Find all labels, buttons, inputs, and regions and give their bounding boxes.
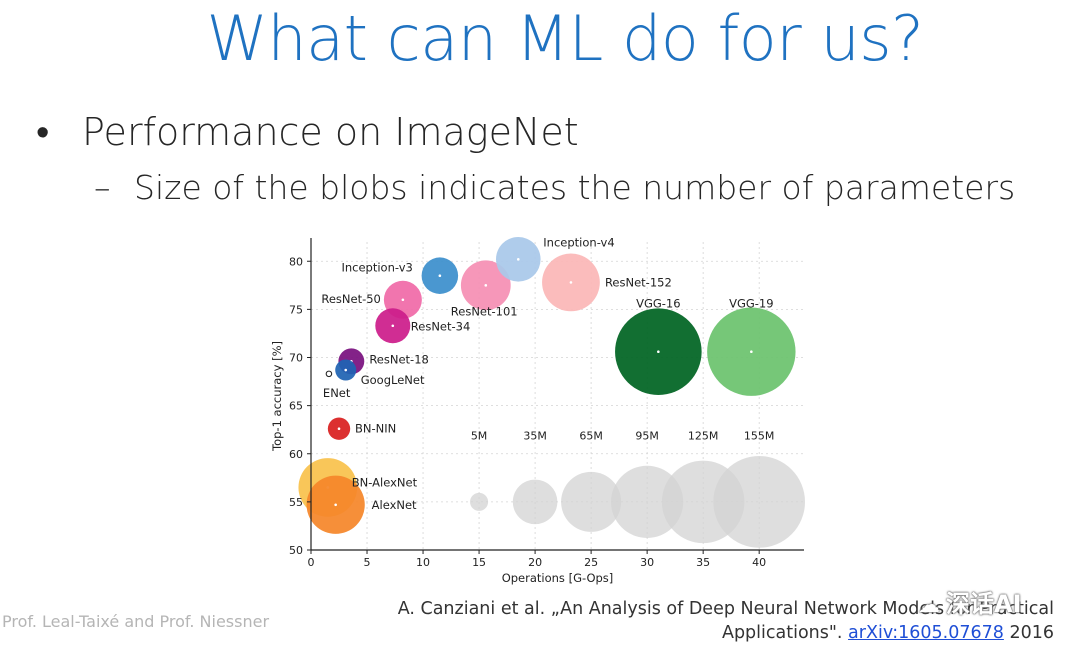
imagenet-bubble-chart: 5M 35M 65M 95M 125M 155M Inception-v4 Inception… <box>270 235 806 585</box>
bubble-center-bn-nin <box>337 427 341 431</box>
dash-icon: – <box>94 168 111 207</box>
point-label-enet: ENet <box>323 386 351 400</box>
x-tick-label: 10 <box>416 556 430 569</box>
point-label-vgg-16: VGG-16 <box>636 297 680 311</box>
x-tick-label: 0 <box>308 556 315 569</box>
citation-prefix: Applications". <box>721 623 849 643</box>
arxiv-link[interactable]: arXiv:1605.07678 <box>848 623 1004 643</box>
x-tick-label: 5 <box>364 556 371 569</box>
point-label-resnet-34: ResNet-34 <box>411 320 471 334</box>
legend-label-95m: 95M <box>635 429 659 442</box>
y-tick-label: 65 <box>289 400 303 413</box>
point-label-inception-v3: Inception-v3 <box>341 261 412 275</box>
legend-label-65m: 65M <box>579 429 603 442</box>
legend-bubble-5m <box>470 492 489 511</box>
legend-label-155m: 155M <box>744 429 775 442</box>
legend-label-5m: 5M <box>471 429 488 442</box>
legend-label-125m: 125M <box>688 429 719 442</box>
bubble-center-alexnet <box>334 503 337 507</box>
bubble-center-resnet-101 <box>484 284 488 287</box>
y-tick-label: 55 <box>289 496 303 509</box>
bubble-center-enet <box>326 371 332 377</box>
point-label-inception-v4: Inception-v4 <box>543 235 614 249</box>
bubble-center-resnet-50 <box>401 298 405 302</box>
footer-authors: Prof. Leal-Taixé and Prof. Niessner <box>2 612 270 631</box>
point-label-resnet-50: ResNet-50 <box>321 292 381 306</box>
y-tick-label: 75 <box>289 303 303 316</box>
x-tick-label: 30 <box>640 556 654 569</box>
bubble-center-resnet-152 <box>569 281 573 284</box>
point-label-alexnet: AlexNet <box>372 498 417 512</box>
legend-label-35m: 35M <box>523 429 547 442</box>
citation-year: 2016 <box>1003 623 1054 643</box>
y-tick-label: 50 <box>289 544 303 557</box>
y-axis-title: Top-1 accuracy [%] <box>270 341 284 452</box>
point-label-bn-alexnet: BN-AlexNet <box>352 475 418 489</box>
point-label-resnet-101: ResNet-101 <box>451 304 518 318</box>
citation-line-2: Applications". arXiv:1605.07678 2016 <box>398 621 1054 645</box>
watermark: ☁ 深话AI <box>918 584 1022 619</box>
y-tick-label: 60 <box>289 448 303 461</box>
x-tick-label: 15 <box>472 556 486 569</box>
x-tick-label: 20 <box>528 556 542 569</box>
bubble-center-inception-v4 <box>516 258 520 261</box>
bullet-icon: • <box>36 110 50 154</box>
bubble-center-googlenet <box>344 368 348 372</box>
y-tick-label: 70 <box>289 352 303 365</box>
point-label-googlenet: GoogLeNet <box>361 373 425 387</box>
x-axis-title: Operations [G-Ops] <box>502 571 614 585</box>
bubble-center-vgg-16 <box>657 350 660 354</box>
y-tick-label: 80 <box>289 255 303 268</box>
citation-line-1: A. Canziani et al. „An Analysis of Deep … <box>397 599 1054 619</box>
x-tick-label: 40 <box>752 556 766 569</box>
bubble-center-resnet-34 <box>391 324 395 328</box>
legend-bubble-95m <box>611 465 684 538</box>
watermark-text: 深话AI <box>946 590 1022 618</box>
point-label-resnet-152: ResNet-152 <box>605 275 672 289</box>
point-label-vgg-19: VGG-19 <box>729 297 773 311</box>
x-tick-label: 35 <box>696 556 710 569</box>
legend-bubble-65m <box>561 471 622 532</box>
bullet-text: Performance on ImageNet <box>82 110 579 154</box>
wechat-icon: ☁ <box>918 593 940 618</box>
slide-title: What can ML do for us? <box>206 2 924 75</box>
citation: A. Canziani et al. „An Analysis of Deep … <box>398 597 1054 645</box>
legend-bubble-155m <box>713 456 806 548</box>
sub-bullet-text: Size of the blobs indicates the number o… <box>134 168 1016 207</box>
bubble-center-vgg-19 <box>750 350 753 354</box>
point-label-bn-nin: BN-NIN <box>355 422 396 436</box>
bubble-center-inception-v3 <box>438 274 442 277</box>
point-label-resnet-18: ResNet-18 <box>369 352 429 366</box>
legend-bubble-35m <box>512 479 558 525</box>
x-tick-label: 25 <box>584 556 598 569</box>
